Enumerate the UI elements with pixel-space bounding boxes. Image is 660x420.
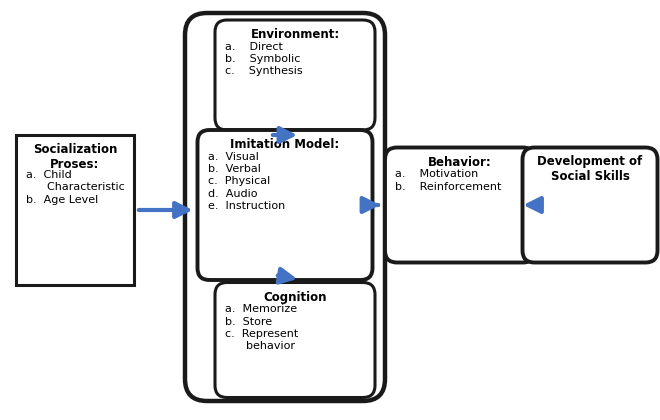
- Text: c.  Represent
      behavior: c. Represent behavior: [225, 329, 298, 351]
- Text: a.  Child
      Characteristic: a. Child Characteristic: [26, 170, 125, 192]
- FancyBboxPatch shape: [523, 147, 657, 262]
- FancyBboxPatch shape: [16, 135, 134, 285]
- Text: e.  Instruction: e. Instruction: [207, 201, 284, 211]
- Text: Environment:: Environment:: [250, 28, 340, 41]
- Text: Development of
Social Skills: Development of Social Skills: [537, 155, 643, 184]
- Text: b.    Symbolic: b. Symbolic: [225, 54, 300, 64]
- FancyBboxPatch shape: [197, 130, 372, 280]
- Text: b.    Reinforcement: b. Reinforcement: [395, 181, 502, 192]
- Text: a.    Direct: a. Direct: [225, 42, 283, 52]
- Text: c.    Synthesis: c. Synthesis: [225, 66, 303, 76]
- Text: Socialization
Proses:: Socialization Proses:: [33, 143, 117, 171]
- Text: a.  Visual: a. Visual: [207, 152, 258, 162]
- Text: b.  Verbal: b. Verbal: [207, 164, 261, 174]
- Text: Cognition: Cognition: [263, 291, 327, 304]
- FancyBboxPatch shape: [215, 20, 375, 130]
- Text: a.    Motivation: a. Motivation: [395, 169, 478, 179]
- Text: d.  Audio: d. Audio: [207, 189, 257, 199]
- FancyBboxPatch shape: [215, 283, 375, 397]
- FancyBboxPatch shape: [385, 147, 535, 262]
- Text: b.  Store: b. Store: [225, 317, 272, 326]
- Text: a.  Memorize: a. Memorize: [225, 304, 297, 314]
- Text: c.  Physical: c. Physical: [207, 176, 270, 186]
- Text: b.  Age Level: b. Age Level: [26, 195, 98, 205]
- Text: Imitation Model:: Imitation Model:: [230, 138, 340, 151]
- Text: Behavior:: Behavior:: [428, 155, 492, 168]
